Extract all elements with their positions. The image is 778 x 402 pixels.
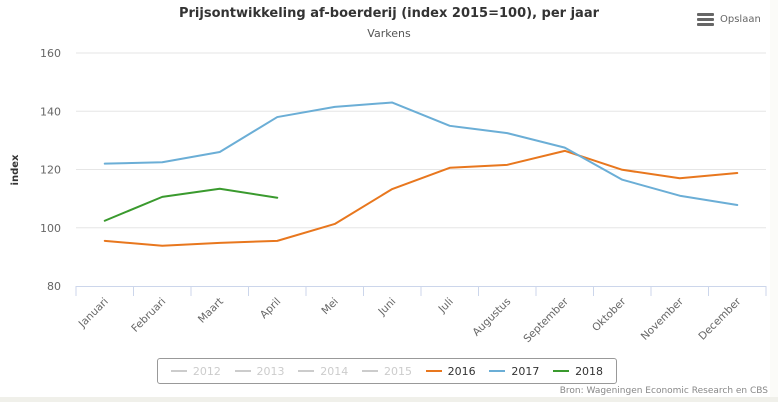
y-tick-label: 80 [47, 280, 61, 293]
series-lines [103, 101, 739, 247]
series-line-2017 [103, 101, 739, 207]
legend-label: 2012 [192, 364, 221, 378]
y-axis-label: index [10, 154, 21, 185]
x-tick-label: Mei [319, 296, 341, 318]
x-tick-label: Augustus [470, 296, 513, 339]
legend-label: 2016 [447, 364, 476, 378]
legend-item-2012[interactable]: 2012 [170, 364, 221, 378]
legend-line-icon [361, 370, 378, 372]
legend-item-2016[interactable]: 2016 [425, 364, 476, 378]
export-menu-button[interactable]: Opslaan [697, 13, 761, 26]
x-tick-label: Oktober [590, 295, 629, 334]
legend-item-2015[interactable]: 2015 [361, 364, 412, 378]
x-tick-label: September [521, 295, 571, 345]
plot-area: 80 100 120 140 160 index Januari Februari Maar… [10, 47, 767, 345]
legend-item-2018[interactable]: 2018 [553, 365, 603, 378]
x-axis [75, 286, 767, 296]
legend-line-icon [234, 370, 251, 372]
y-tick-label: 160 [40, 47, 61, 60]
y-axis-ticks: 80 100 120 140 160 [40, 47, 61, 293]
legend-label: 2014 [320, 364, 349, 378]
credits[interactable]: Bron: Wageningen Economic Research en CB… [559, 386, 768, 396]
legend-line-icon [489, 370, 506, 372]
x-tick-label: Januari [76, 296, 111, 331]
series-line-2018 [103, 187, 279, 222]
legend-label: 2013 [256, 364, 285, 378]
chart-title: Prijsontwikkeling af-boerderij (index 20… [178, 6, 600, 21]
legend-item-2013[interactable]: 2013 [234, 364, 285, 378]
chart-subtitle: Varkens [367, 27, 411, 40]
x-tick-label: November [639, 295, 687, 343]
x-tick-label: Maart [196, 296, 226, 326]
x-tick-label: Juli [436, 296, 456, 316]
legend-line-icon [298, 370, 315, 372]
page-edge-bottom [0, 397, 778, 402]
export-label: Opslaan [720, 14, 761, 25]
legend-label: 2015 [383, 364, 412, 378]
legend-line-icon [170, 370, 187, 372]
legend-line-icon [425, 370, 442, 372]
grid-lines [76, 52, 766, 229]
y-tick-label: 120 [40, 164, 61, 177]
legend-label: 2017 [511, 364, 540, 378]
legend: 2012 2013 2014 2015 2016 2017 2018 [157, 358, 617, 384]
series-line-2016 [103, 149, 739, 247]
legend-item-2014[interactable]: 2014 [298, 365, 348, 378]
y-tick-label: 100 [40, 222, 61, 235]
y-tick-label: 140 [40, 105, 61, 118]
x-tick-label: December [696, 295, 743, 342]
legend-item-2017[interactable]: 2017 [489, 365, 539, 378]
hamburger-menu-icon [697, 13, 714, 26]
legend-label: 2018 [575, 364, 604, 378]
x-tick-label: Juni [376, 296, 399, 319]
x-tick-label: Februari [129, 296, 168, 335]
x-tick-label: April [258, 296, 283, 321]
page-edge [770, 0, 778, 402]
legend-line-icon [553, 370, 570, 372]
x-axis-ticks: Januari Februari Maart April Mei Juni Juli Augu… [76, 295, 744, 345]
